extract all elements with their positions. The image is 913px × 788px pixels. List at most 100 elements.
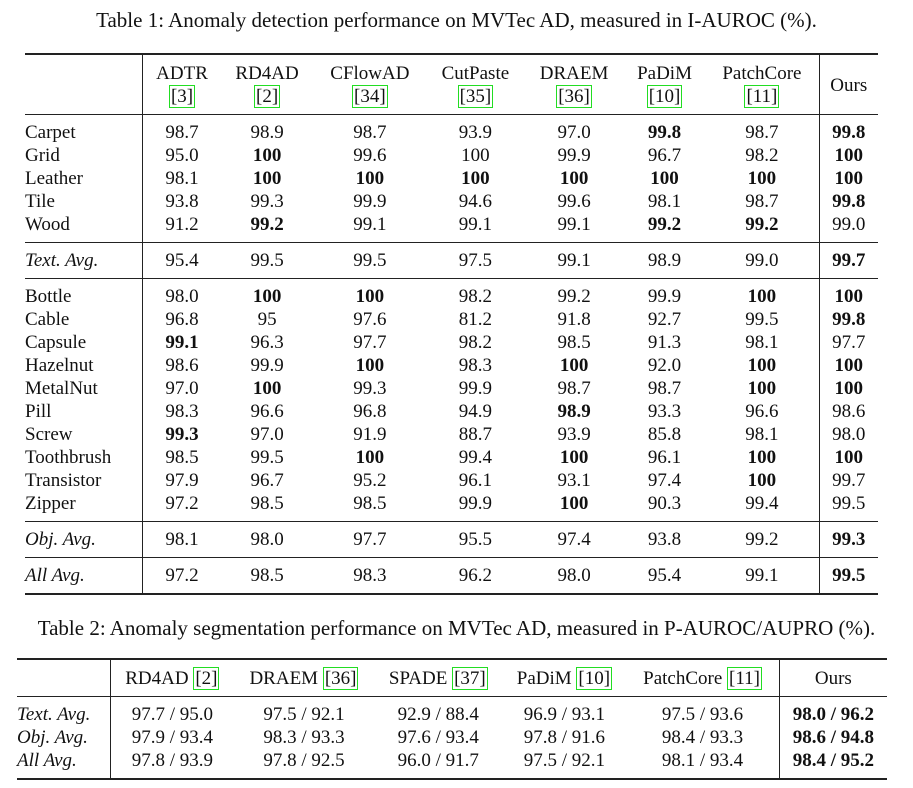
value-cell: 98.5	[165, 447, 199, 468]
value-cell: 98.9	[250, 122, 284, 143]
value-cell: 99.5	[818, 492, 878, 522]
value-cell: 99.1	[557, 250, 591, 271]
value-cell: 97.5	[458, 250, 493, 271]
citation: [36]	[322, 667, 359, 690]
value-cell: 96.2	[458, 565, 493, 586]
table-header: RD4AD [2] DRAEM [36] SPADE [37] PaDiM [10] P…	[17, 659, 887, 697]
value-cell: 92.9 / 88.4	[397, 704, 479, 725]
value-cell: 99.1	[458, 214, 493, 235]
column-header: SPADE [37]	[374, 659, 502, 697]
value-cell: 95.4	[165, 250, 199, 271]
method-name: ADTR	[156, 63, 208, 84]
method-name: RD4AD	[235, 63, 299, 84]
column-header: PaDiM [10]	[624, 54, 706, 115]
method-name: SPADE	[388, 668, 448, 689]
value-cell: 100	[461, 168, 490, 189]
method-name: PaDiM	[516, 668, 572, 689]
value-cell: 91.3	[647, 332, 682, 353]
citation: [35]	[457, 85, 494, 108]
method-name: DRAEM	[539, 63, 609, 84]
value-cell: 93.9	[557, 424, 591, 445]
row-label: Hazelnut	[25, 354, 144, 377]
value-cell: 98.7	[165, 122, 199, 143]
row-label: Text. Avg.	[17, 696, 111, 726]
table-row: Toothbrush 98.5 99.5 100 99.4 100 96.1 100 100	[25, 446, 878, 469]
column-header: ADTR [3]	[143, 54, 221, 115]
row-group: Obj. Avg. 98.1 98.0 97.7 95.5 97.4 93.8 99.2 99.…	[25, 521, 878, 558]
value-cell: 99.5	[250, 250, 284, 271]
row-label: MetalNut	[25, 377, 144, 400]
value-cell: 100	[650, 168, 679, 189]
value-cell: 99.9	[458, 493, 493, 514]
value-cell: 97.2	[165, 565, 199, 586]
value-cell: 98.3	[165, 401, 199, 422]
value-cell: 98.3 / 93.3	[263, 727, 345, 748]
corner-cell	[25, 54, 144, 115]
value-cell: 100	[559, 447, 589, 468]
value-cell: 97.0	[557, 122, 591, 143]
value-cell: 97.5 / 92.1	[263, 704, 345, 725]
value-cell: 97.0	[165, 378, 199, 399]
value-cell: 98.2	[458, 286, 493, 307]
value-cell: 95.4	[647, 565, 682, 586]
column-header: DRAEM [36]	[234, 659, 374, 697]
value-cell: 100	[355, 168, 385, 189]
value-cell: 98.7	[647, 378, 682, 399]
value-cell: 98.9	[557, 401, 591, 422]
value-cell: 97.7	[353, 529, 387, 550]
value-cell: 99.2	[557, 286, 591, 307]
row-label: Text. Avg.	[25, 242, 144, 279]
method-name: CFlowAD	[330, 63, 410, 84]
value-cell: 99.9	[353, 191, 387, 212]
row-label: Capsule	[25, 331, 144, 354]
value-cell: 92.0	[647, 355, 682, 376]
value-cell: 100	[461, 145, 490, 166]
value-cell: 98.6 / 94.8	[778, 726, 887, 749]
value-cell: 98.2	[458, 332, 493, 353]
value-cell: 97.6 / 93.4	[397, 727, 479, 748]
value-cell: 99.1	[353, 214, 387, 235]
value-cell: 97.8 / 92.5	[263, 750, 345, 771]
method-name: DRAEM	[249, 668, 319, 689]
citation: [34]	[352, 85, 388, 108]
value-cell: 91.2	[165, 214, 199, 235]
value-cell: 93.9	[458, 122, 493, 143]
value-cell: 98.7	[745, 122, 779, 143]
value-cell: 98.0	[818, 423, 878, 446]
citation: [2]	[254, 85, 281, 108]
value-cell: 95.0	[165, 145, 199, 166]
value-cell: 98.4 / 93.3	[661, 727, 744, 748]
value-cell: 94.9	[458, 401, 493, 422]
row-label: Toothbrush	[25, 446, 144, 469]
value-cell: 96.7	[250, 470, 284, 491]
value-cell: 99.1	[557, 214, 591, 235]
value-cell: 99.2	[647, 214, 682, 235]
table-row: MetalNut 97.0 100 99.3 99.9 98.7 98.7 100 100	[25, 377, 878, 400]
value-cell: 97.7	[818, 331, 878, 354]
value-cell: 96.8	[353, 401, 387, 422]
value-cell: 98.3	[353, 565, 387, 586]
table-row: Pill 98.3 96.6 96.8 94.9 98.9 93.3 96.6 98.6	[25, 400, 878, 423]
value-cell: 100	[355, 286, 385, 307]
value-cell: 100	[747, 355, 777, 376]
column-header: CFlowAD [34]	[313, 54, 426, 115]
value-cell: 99.9	[647, 286, 682, 307]
value-cell: 97.5 / 93.6	[661, 704, 744, 725]
table-row: All Avg. 97.8 / 93.9 97.8 / 92.5 96.0 / 91.…	[17, 749, 887, 779]
row-label: Screw	[25, 423, 144, 446]
table-row: Text. Avg. 95.4 99.5 99.5 97.5 99.1 98.9 99.0 99…	[25, 242, 878, 279]
column-header: RD4AD [2]	[221, 54, 314, 115]
value-cell: 100	[355, 447, 385, 468]
value-cell: 91.9	[353, 424, 387, 445]
value-cell: 99.6	[353, 145, 387, 166]
table-row: Tile 93.8 99.3 99.9 94.6 99.6 98.1 98.7 99.8	[25, 190, 878, 213]
value-cell: 98.0	[557, 565, 591, 586]
value-cell: 93.1	[557, 470, 591, 491]
value-cell: 99.3	[818, 521, 878, 558]
method-name: PatchCore	[643, 668, 723, 689]
value-cell: 98.3	[458, 355, 493, 376]
value-cell: 93.8	[647, 529, 682, 550]
value-cell: 100	[747, 447, 777, 468]
table-row: Screw 99.3 97.0 91.9 88.7 93.9 85.8 98.1 98.0	[25, 423, 878, 446]
